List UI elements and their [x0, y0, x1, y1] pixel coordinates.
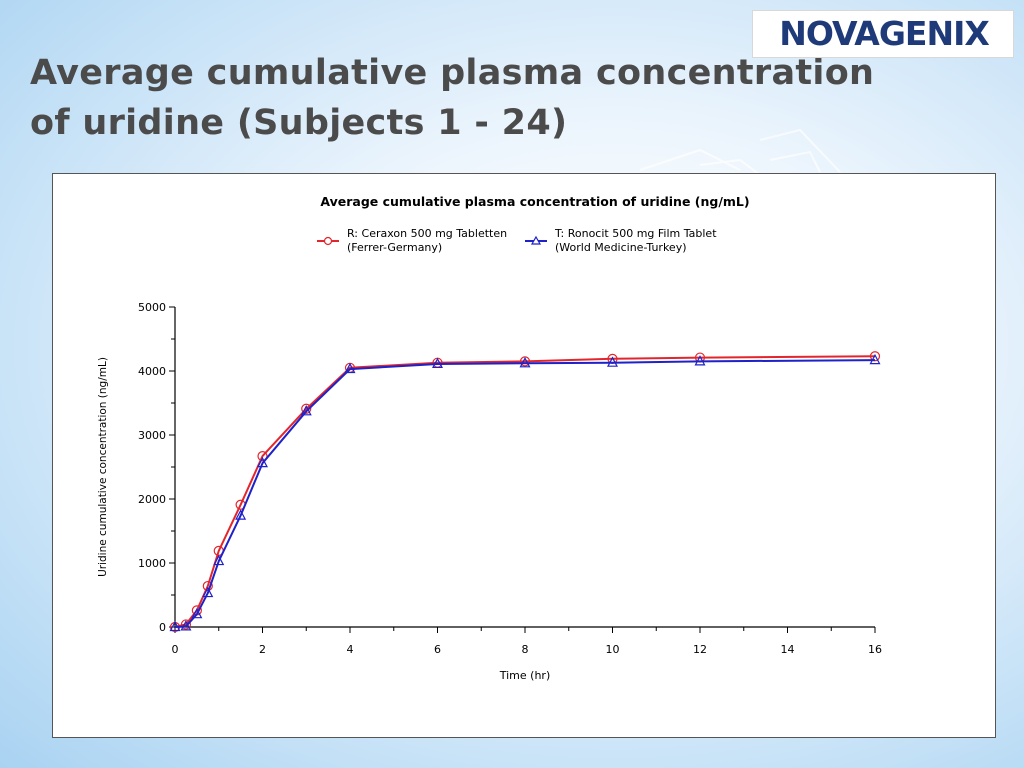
point-t-8: [344, 362, 356, 374]
x-tick-label-4: 4: [347, 643, 354, 656]
point-r-10: [519, 356, 531, 367]
point-t-9: [432, 357, 443, 369]
novagenix-logo: NOVAGENIX: [752, 10, 1014, 58]
point-t-11: [607, 356, 618, 367]
point-t-1: [180, 620, 192, 631]
series-line-t: [174, 359, 876, 628]
point-t-12: [694, 355, 706, 366]
legend-label-t-line2: (World Medicine-Turkey): [555, 241, 687, 254]
x-tick-label-16: 16: [868, 643, 882, 656]
x-tick-label-6: 6: [434, 643, 441, 656]
legend-label-r-line1: R: Ceraxon 500 mg Tabletten: [347, 227, 507, 240]
x-tick-label-0: 0: [172, 643, 179, 656]
x-tick-label-14: 14: [781, 643, 795, 656]
y-axis-ticks: 0 1000 2000 3000 4000 5000: [138, 301, 175, 634]
y-tick-label-5000: 5000: [138, 301, 166, 314]
point-t-4: [213, 554, 225, 566]
legend-label-r-line2: (Ferrer-Germany): [347, 241, 442, 254]
point-t-6: [257, 456, 268, 468]
x-axis-ticks: 0 2 4 6 8 10 12 14 16: [172, 627, 882, 656]
x-tick-label-10: 10: [606, 643, 620, 656]
point-t-7: [300, 405, 312, 416]
legend-entry-r: R: Ceraxon 500 mg Tabletten (Ferrer-Germ…: [317, 227, 507, 254]
series-t: [169, 353, 881, 632]
chart: Average cumulative plasma concentration …: [97, 194, 882, 682]
series-r: [169, 351, 881, 633]
point-t-10: [519, 357, 531, 368]
legend-marker-t: [530, 235, 542, 245]
legend: R: Ceraxon 500 mg Tabletten (Ferrer-Germ…: [317, 227, 717, 254]
legend-entry-t: T: Ronocit 500 mg Film Tablet (World Med…: [525, 227, 717, 254]
x-tick-label-12: 12: [693, 643, 707, 656]
point-t-3: [202, 586, 214, 598]
y-tick-label-1000: 1000: [138, 557, 166, 570]
y-tick-label-0: 0: [159, 621, 166, 634]
series-layer: [169, 351, 881, 633]
legend-marker-r: [323, 236, 333, 246]
point-r-7: [301, 403, 312, 414]
point-t-2: [191, 607, 203, 619]
x-tick-label-2: 2: [259, 643, 266, 656]
y-tick-label-2000: 2000: [138, 493, 166, 506]
point-t-0: [169, 620, 181, 632]
point-t-5: [235, 509, 247, 520]
logo-text: NOVAGENIX: [779, 14, 990, 53]
y-tick-label-4000: 4000: [138, 365, 166, 378]
point-r-1: [180, 619, 192, 630]
chart-title: Average cumulative plasma concentration …: [320, 194, 749, 209]
point-t-13: [869, 353, 881, 365]
x-axis-label: Time (hr): [499, 669, 551, 682]
legend-label-t-line1: T: Ronocit 500 mg Film Tablet: [554, 227, 717, 240]
slide-title: Average cumulative plasma concentration …: [30, 53, 875, 143]
y-tick-label-3000: 3000: [138, 429, 166, 442]
x-tick-label-8: 8: [522, 643, 529, 656]
series-line-r: [174, 355, 876, 628]
chart-frame: Average cumulative plasma concentration …: [52, 173, 996, 738]
y-axis-label: Uridine cumulative concentration (ng/mL): [97, 357, 109, 577]
point-r-6: [257, 451, 268, 462]
